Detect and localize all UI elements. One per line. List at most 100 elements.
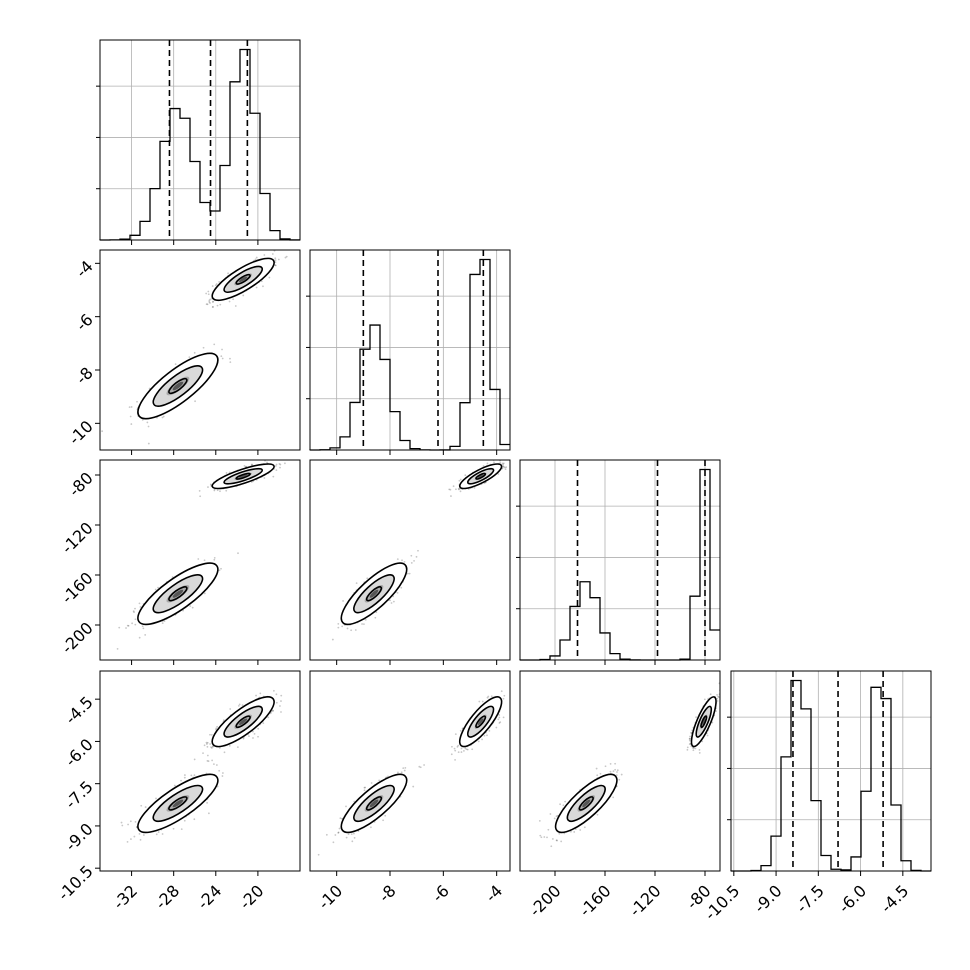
scatter-point: [225, 472, 228, 474]
scatter-point: [130, 423, 133, 425]
scatter-point: [275, 469, 278, 472]
scatter-point: [486, 462, 489, 465]
scatter-point: [363, 789, 366, 792]
scatter-point: [555, 839, 558, 842]
scatter-point: [162, 415, 165, 418]
scatter-point: [285, 255, 288, 258]
scatter-point: [556, 839, 558, 842]
scatter-point: [515, 451, 517, 453]
scatter-point: [337, 831, 340, 834]
scatter-point: [334, 834, 337, 836]
scatter-point: [222, 719, 225, 722]
contour-95: [340, 773, 408, 834]
scatter-point: [502, 462, 505, 465]
scatter-point: [497, 473, 500, 475]
scatter-point: [502, 463, 504, 466]
density-peak: [369, 589, 379, 598]
scatter-point: [193, 758, 196, 761]
scatter-point: [272, 689, 275, 692]
scatter-point: [370, 782, 373, 784]
scatter-point: [614, 768, 617, 771]
scatter-point: [278, 462, 281, 465]
contour-inner: [475, 472, 487, 480]
scatter-point: [280, 700, 282, 702]
scatter-point: [163, 620, 166, 622]
panel-content: [331, 451, 517, 641]
scatter-point: [215, 764, 218, 766]
contour-95: [211, 463, 275, 490]
scatter-point: [412, 785, 415, 788]
scatter-point: [133, 611, 135, 614]
scatter-point: [174, 363, 177, 366]
scatter-point: [209, 733, 211, 736]
scatter-point: [284, 256, 287, 259]
scatter-point: [337, 831, 340, 834]
scatter-point: [243, 465, 246, 467]
scatter-point: [210, 747, 213, 749]
scatter-point: [209, 483, 212, 486]
scatter-point: [384, 814, 387, 817]
scatter-point: [370, 826, 372, 829]
scatter-point: [375, 611, 378, 614]
scatter-point: [202, 752, 204, 755]
density-peak: [369, 799, 379, 808]
scatter-point: [188, 356, 191, 359]
scatter-point: [477, 740, 480, 743]
contour-68: [152, 784, 204, 823]
density-peak: [172, 589, 184, 598]
scatter-point: [481, 700, 484, 703]
scatter-point: [596, 774, 599, 777]
scatter-point: [499, 461, 502, 464]
scatter-point: [454, 733, 457, 736]
contour-inner: [168, 586, 188, 602]
scatter-point: [401, 559, 403, 562]
scatter-point: [138, 602, 141, 605]
scatter-point: [132, 610, 135, 613]
scatter-point: [161, 622, 164, 625]
scatter-point: [205, 292, 208, 295]
scatter-point: [454, 749, 457, 752]
scatter-point: [180, 779, 182, 782]
scatter-point: [130, 406, 133, 408]
scatter-point: [141, 418, 144, 421]
scatter-point: [338, 827, 341, 830]
scatter-point: [219, 490, 221, 493]
scatter-point: [500, 690, 503, 693]
scatter-point: [272, 475, 275, 478]
scatter-point: [212, 305, 214, 308]
scatter-point: [127, 624, 130, 627]
scatter-point: [214, 284, 217, 287]
panel-frame: [99, 39, 301, 241]
scatter-point: [280, 694, 283, 697]
scatter-point: [229, 361, 232, 364]
scatter-point: [453, 747, 456, 750]
scatter-point: [549, 813, 552, 815]
scatter-point: [194, 400, 196, 403]
scatter-point: [471, 748, 474, 751]
scatter-point: [502, 716, 505, 719]
scatter-point: [490, 695, 493, 698]
scatter-point: [341, 817, 343, 820]
scatter-point: [410, 554, 413, 557]
scatter-point: [193, 818, 196, 821]
panel-content: [120, 689, 283, 843]
scatter-point: [451, 745, 453, 748]
scatter-point: [234, 305, 237, 307]
scatter-point: [155, 797, 157, 800]
scatter-point: [147, 442, 150, 445]
contour-68: [466, 467, 495, 485]
scatter-point: [131, 622, 134, 625]
scatter-point: [242, 294, 245, 297]
scatter-point: [609, 762, 612, 765]
scatter-point: [134, 607, 136, 610]
scatter-point: [205, 303, 208, 306]
scatter-point: [154, 588, 157, 591]
scatter-point: [454, 758, 456, 761]
scatter-point: [236, 746, 239, 749]
scatter-point: [280, 711, 282, 713]
scatter-point: [172, 827, 175, 830]
scatter-point: [495, 726, 498, 729]
scatter-point: [345, 836, 348, 839]
scatter-point: [337, 622, 340, 625]
scatter-point: [366, 577, 369, 580]
